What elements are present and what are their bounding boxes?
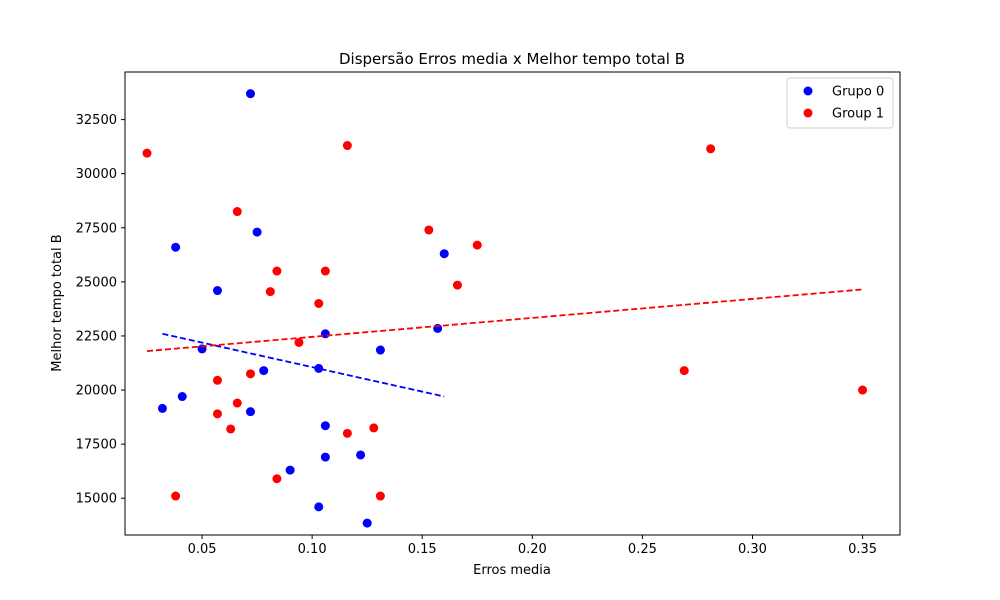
legend-marker [803, 108, 813, 118]
data-point [245, 369, 255, 379]
data-point [265, 287, 275, 297]
y-axis-label: Melhor tempo total B [50, 234, 65, 371]
data-point [342, 428, 352, 438]
data-point [375, 491, 385, 501]
data-point [424, 225, 434, 235]
x-tick-label: 0.20 [518, 542, 547, 557]
y-tick-label: 25000 [76, 275, 117, 290]
legend-marker [803, 86, 813, 96]
data-point [320, 452, 330, 462]
data-point [142, 148, 152, 158]
data-point [171, 242, 181, 252]
legend-label: Group 1 [832, 107, 884, 122]
data-point [320, 329, 330, 339]
trend-line [146, 288, 863, 352]
data-point [439, 249, 449, 259]
data-point [320, 266, 330, 276]
data-point [679, 366, 689, 376]
data-point [212, 375, 222, 385]
data-point [272, 266, 282, 276]
x-tick-label: 0.10 [298, 542, 327, 557]
data-point [314, 299, 324, 308]
data-point [369, 423, 379, 433]
legend-box [786, 77, 894, 129]
data-point [245, 89, 255, 99]
data-point [212, 409, 222, 419]
data-point [472, 240, 482, 250]
data-point [285, 465, 295, 475]
data-point [232, 398, 242, 408]
y-tick-label: 30000 [76, 167, 117, 182]
data-point [259, 366, 269, 376]
data-point [245, 407, 255, 417]
data-point [171, 491, 181, 501]
legend: Grupo 0 Group 1 [786, 77, 894, 129]
x-tick-label: 0.30 [738, 542, 767, 557]
x-tick-label: 0.05 [188, 542, 217, 557]
data-point [212, 286, 222, 296]
y-tick-label: 17500 [76, 438, 117, 453]
series-0 [157, 89, 449, 528]
legend-label: Grupo 0 [832, 85, 884, 100]
data-point [375, 345, 385, 355]
plot-area [142, 89, 868, 528]
data-point [342, 141, 352, 151]
x-tick-label: 0.25 [628, 542, 657, 557]
data-point [314, 363, 324, 373]
y-tick-label: 15000 [76, 492, 117, 507]
x-axis: 0.05 0.10 0.15 0.20 0.25 0.30 0.35 [188, 535, 877, 557]
data-point [232, 207, 242, 217]
series-1 [142, 141, 868, 501]
y-tick-label: 20000 [76, 384, 117, 399]
trend-line [162, 332, 445, 398]
y-axis: 15000 17500 20000 22500 25000 27500 30000 32500 [76, 113, 125, 507]
chart-title: Dispersão Erros media x Melhor tempo tot… [339, 50, 685, 68]
y-tick-label: 27500 [76, 221, 117, 236]
data-point [858, 385, 868, 395]
y-tick-label: 22500 [76, 329, 117, 344]
data-point [314, 502, 324, 512]
data-point [157, 403, 167, 413]
x-tick-label: 0.15 [408, 542, 437, 557]
y-tick-label: 32500 [76, 113, 117, 128]
data-point [320, 421, 330, 431]
data-point [294, 337, 304, 347]
data-point [706, 144, 716, 154]
data-point [226, 424, 236, 434]
plot-frame [124, 71, 901, 536]
data-point [177, 392, 187, 402]
data-point [362, 518, 372, 528]
data-point [452, 280, 462, 290]
data-point [272, 474, 282, 484]
x-axis-label: Erros media [473, 563, 551, 578]
x-tick-label: 0.35 [848, 542, 877, 557]
data-point [252, 227, 262, 237]
data-point [356, 450, 366, 460]
